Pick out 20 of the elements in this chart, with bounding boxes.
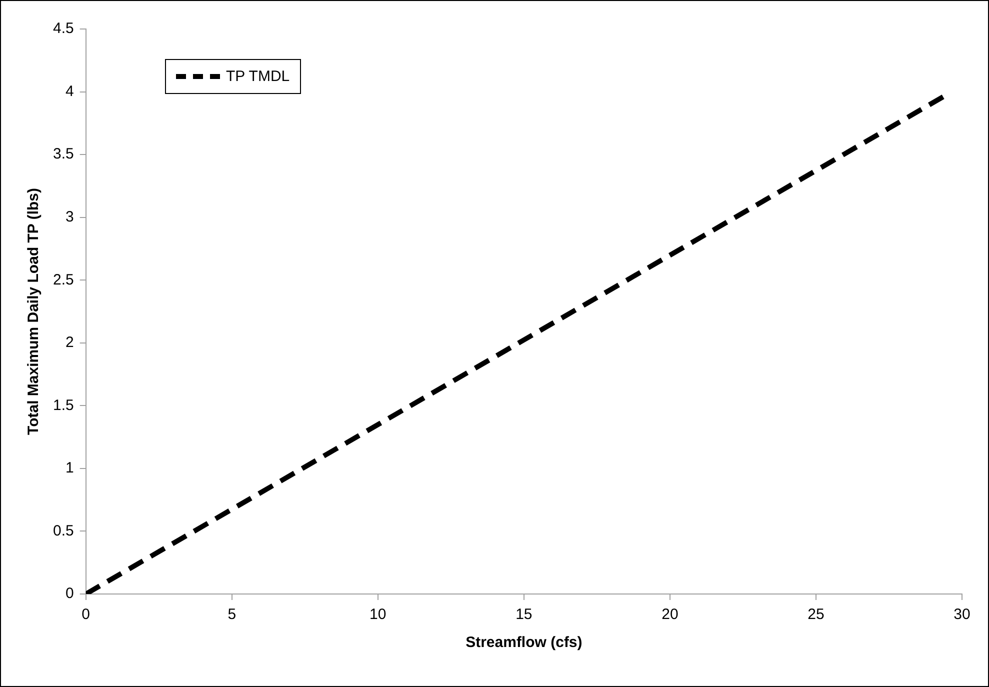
x-tick-label: 20 bbox=[662, 606, 678, 624]
x-tick-label: 15 bbox=[516, 606, 532, 624]
legend-label: TP TMDL bbox=[226, 68, 290, 85]
x-tick-label: 10 bbox=[370, 606, 386, 624]
y-axis-title: Total Maximum Daily Load TP (lbs) bbox=[25, 188, 42, 435]
y-tick-label: 1 bbox=[66, 460, 74, 477]
x-tick-label: 0 bbox=[82, 606, 90, 624]
y-tick-label: 1.5 bbox=[52, 396, 74, 414]
y-tick-label: 2 bbox=[66, 334, 74, 352]
y-tick-label: 0.5 bbox=[52, 522, 74, 540]
y-tick-label: 3 bbox=[66, 208, 74, 226]
x-tick-label: 25 bbox=[808, 606, 824, 624]
y-tick-label: 4 bbox=[66, 82, 74, 100]
x-axis-title: Streamflow (cfs) bbox=[466, 634, 582, 652]
x-tick-label: 5 bbox=[228, 606, 236, 624]
y-tick-label: 2.5 bbox=[52, 271, 74, 288]
x-tick-label: 30 bbox=[954, 606, 970, 624]
y-tick-label: 4.5 bbox=[52, 20, 74, 38]
y-tick-label: 3.5 bbox=[52, 146, 74, 163]
y-tick-label: 0 bbox=[66, 585, 74, 602]
